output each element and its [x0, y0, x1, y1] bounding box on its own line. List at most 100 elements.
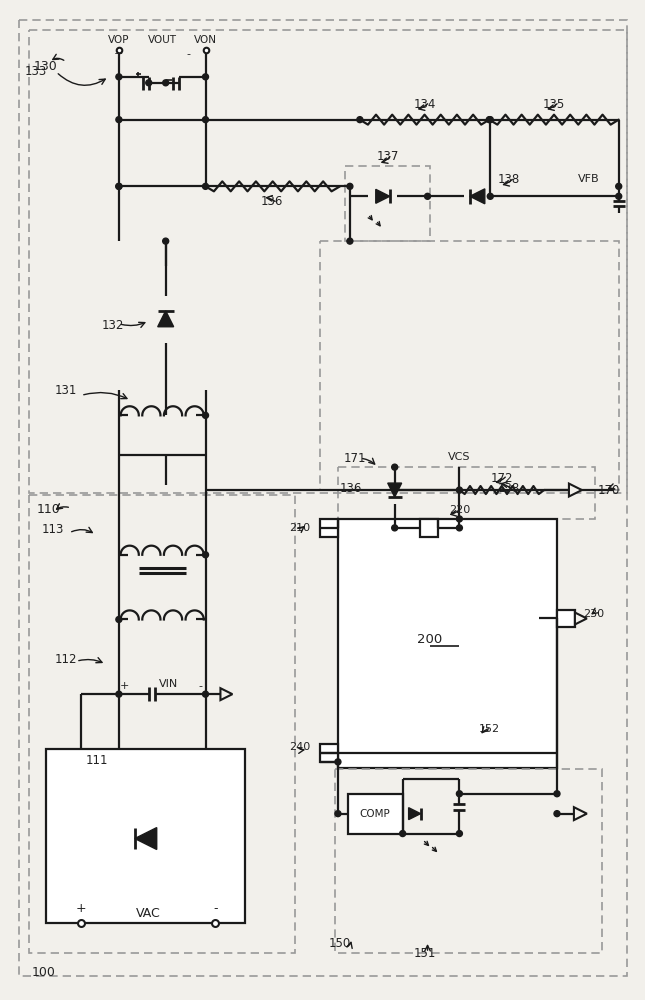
Circle shape: [486, 117, 492, 123]
Circle shape: [203, 183, 208, 189]
Polygon shape: [388, 483, 402, 497]
Polygon shape: [569, 484, 582, 497]
Circle shape: [203, 691, 208, 697]
Text: 137: 137: [377, 150, 399, 163]
Text: VON: VON: [194, 35, 217, 45]
Circle shape: [116, 183, 122, 189]
Text: 138: 138: [498, 482, 521, 495]
Bar: [320, 519, 338, 537]
Text: 131: 131: [55, 384, 77, 397]
Circle shape: [392, 525, 398, 531]
Bar: [348, 794, 402, 834]
Polygon shape: [221, 688, 232, 700]
Text: VOP: VOP: [108, 35, 130, 45]
Circle shape: [163, 80, 168, 86]
Text: 220: 220: [449, 505, 470, 515]
Circle shape: [335, 759, 341, 765]
Circle shape: [116, 74, 122, 80]
Text: 113: 113: [42, 523, 64, 536]
Circle shape: [554, 791, 560, 797]
Circle shape: [392, 464, 398, 470]
Circle shape: [616, 183, 622, 189]
Bar: [557, 610, 575, 627]
Text: VAC: VAC: [136, 907, 161, 920]
Text: 136: 136: [261, 195, 283, 208]
Polygon shape: [135, 828, 157, 849]
Text: 130: 130: [34, 60, 57, 73]
Text: 110: 110: [36, 503, 60, 516]
Bar: [345, 166, 430, 241]
Text: VFB: VFB: [578, 174, 600, 184]
Circle shape: [457, 791, 462, 797]
Text: +: +: [120, 681, 130, 691]
Polygon shape: [470, 189, 485, 204]
Bar: [420, 519, 437, 537]
Circle shape: [357, 117, 363, 123]
Circle shape: [457, 516, 462, 522]
Text: 135: 135: [543, 98, 565, 111]
Text: 200: 200: [417, 633, 442, 646]
Circle shape: [347, 183, 353, 189]
Polygon shape: [409, 808, 421, 820]
Circle shape: [457, 525, 462, 531]
Circle shape: [424, 193, 430, 199]
Text: -: -: [199, 681, 203, 691]
Text: 138: 138: [498, 173, 521, 186]
Circle shape: [203, 117, 208, 123]
Circle shape: [116, 616, 122, 622]
Text: 111: 111: [86, 754, 108, 767]
Circle shape: [203, 74, 208, 80]
Text: 100: 100: [31, 966, 55, 979]
Polygon shape: [574, 807, 587, 820]
Polygon shape: [158, 311, 174, 327]
Circle shape: [163, 238, 168, 244]
Text: 133: 133: [25, 65, 47, 78]
Text: 240: 240: [290, 742, 311, 752]
Polygon shape: [376, 189, 390, 203]
Text: 172: 172: [491, 472, 513, 485]
Bar: [338, 467, 595, 519]
Circle shape: [203, 412, 208, 418]
Circle shape: [457, 831, 462, 837]
Text: VCS: VCS: [448, 452, 471, 462]
Text: 136: 136: [340, 482, 362, 495]
Text: 112: 112: [55, 653, 77, 666]
Circle shape: [487, 117, 493, 123]
Bar: [29, 30, 627, 493]
Text: +: +: [114, 49, 124, 59]
Circle shape: [116, 691, 122, 697]
Circle shape: [146, 80, 152, 86]
Text: 150: 150: [329, 937, 351, 950]
Bar: [335, 769, 602, 953]
Bar: [320, 241, 619, 490]
Bar: [46, 749, 245, 923]
Text: 210: 210: [290, 523, 311, 533]
Text: -: -: [186, 49, 190, 59]
Circle shape: [487, 193, 493, 199]
Text: 152: 152: [479, 724, 500, 734]
Text: -: -: [213, 902, 218, 915]
Text: 170: 170: [597, 484, 620, 497]
Circle shape: [335, 811, 341, 817]
Circle shape: [616, 193, 622, 199]
Text: 151: 151: [413, 947, 436, 960]
Text: COMP: COMP: [359, 809, 390, 819]
Bar: [29, 495, 295, 953]
Text: 171: 171: [344, 452, 366, 465]
Circle shape: [347, 238, 353, 244]
Text: +: +: [75, 902, 86, 915]
Bar: [338, 519, 557, 768]
Text: 230: 230: [583, 609, 604, 619]
Circle shape: [457, 487, 462, 493]
Text: VOUT: VOUT: [148, 35, 177, 45]
Circle shape: [400, 831, 406, 837]
Circle shape: [203, 552, 208, 558]
Circle shape: [116, 183, 122, 189]
Circle shape: [554, 811, 560, 817]
Text: 134: 134: [413, 98, 436, 111]
Text: VIN: VIN: [159, 679, 178, 689]
Text: 132: 132: [102, 319, 124, 332]
Circle shape: [116, 117, 122, 123]
Bar: [320, 744, 338, 762]
Polygon shape: [575, 613, 587, 624]
